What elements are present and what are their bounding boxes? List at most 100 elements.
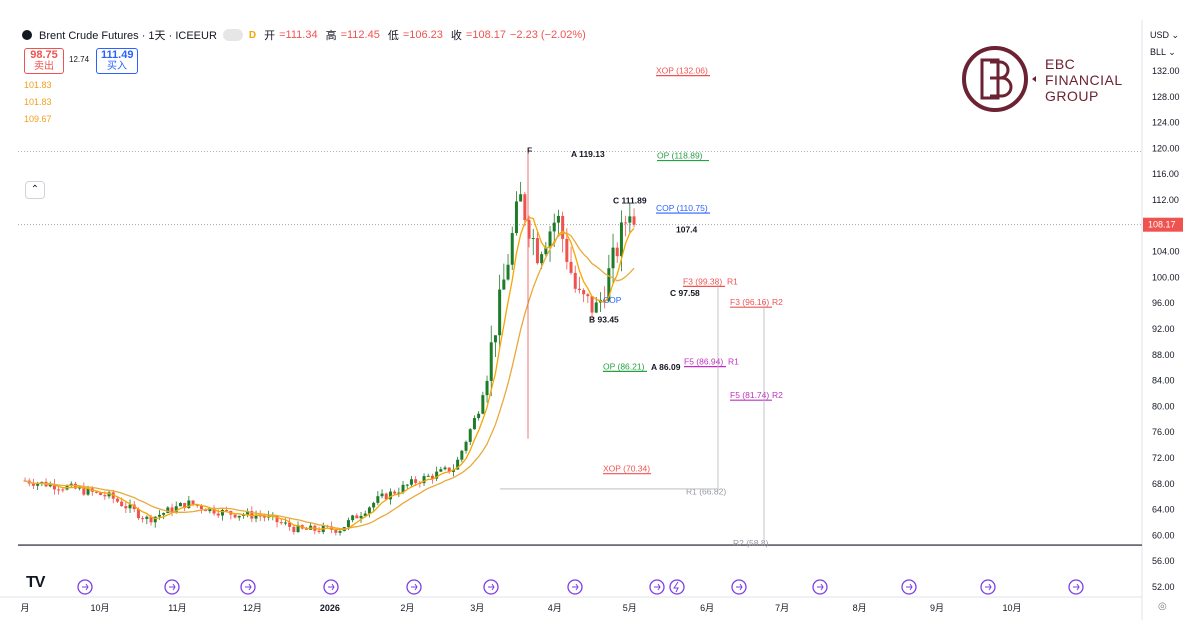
candle-body — [149, 516, 153, 523]
unit-select[interactable]: BLL ⌄ — [1150, 47, 1176, 57]
candle-body — [99, 492, 103, 496]
candle-body — [334, 529, 338, 533]
event-arrow-icon — [82, 583, 89, 591]
annotation-label: R2 — [772, 297, 783, 307]
candle-body — [330, 526, 334, 530]
candle-body — [48, 484, 52, 487]
price-tick-label: 60.00 — [1152, 530, 1175, 540]
annotation-label: COP (110.75) — [656, 203, 708, 213]
candle-body — [86, 488, 90, 495]
candle-body — [380, 493, 384, 497]
candle-body — [145, 516, 149, 519]
annotation-label: R1 — [728, 357, 739, 367]
price-tick-label: 76.00 — [1152, 427, 1175, 437]
candle-body — [254, 515, 258, 519]
candle-body — [115, 498, 119, 502]
candle-body — [590, 296, 594, 313]
symbol-header: Brent Crude Futures · 1天 · ICEEUR D 开 =11… — [22, 26, 586, 44]
candle-body — [422, 476, 426, 484]
candle-body — [451, 469, 455, 472]
time-tick-label: 月 — [21, 603, 30, 613]
currency-select[interactable]: USD ⌄ — [1150, 30, 1180, 40]
candle-body — [388, 491, 392, 500]
candle-body — [460, 450, 464, 460]
candle-body — [615, 247, 619, 257]
annotation-label: F3 (99.38) — [683, 276, 722, 286]
annotation-label: F5 (81.74) — [730, 390, 769, 400]
candle-body — [393, 491, 397, 494]
candle-body — [582, 290, 586, 295]
candle-body — [166, 507, 170, 514]
candle-body — [619, 222, 623, 257]
event-arrow-icon — [985, 583, 992, 591]
candle-body — [153, 516, 157, 523]
price-tick-label: 100.00 — [1152, 272, 1180, 282]
axis-settings-icon[interactable]: ◎ — [1158, 601, 1167, 612]
candle-body — [36, 483, 40, 486]
delay-badge: D — [248, 29, 257, 41]
candle-body — [296, 525, 300, 532]
candle-body — [372, 502, 376, 508]
ma-value-1: 101.83 — [24, 80, 52, 90]
candle-body — [225, 510, 229, 512]
symbol-logo-icon — [22, 30, 32, 40]
time-tick-label: 11月 — [168, 603, 186, 613]
event-arrow-icon — [906, 583, 913, 591]
event-arrow-icon — [1073, 583, 1080, 591]
price-tick-label: 124.00 — [1152, 118, 1180, 128]
time-tick-label: 4月 — [548, 603, 562, 613]
tradingview-logo[interactable]: TV — [26, 574, 45, 591]
candle-body — [94, 491, 98, 493]
event-arrow-icon — [411, 583, 418, 591]
event-arrow-icon — [736, 583, 743, 591]
open-label: 开 — [264, 30, 276, 42]
candle-body — [632, 216, 636, 225]
symbol-title[interactable]: Brent Crude Futures · 1天 · ICEEUR — [39, 30, 217, 42]
candle-body — [367, 507, 371, 514]
candle-body — [241, 514, 245, 516]
candle-body — [624, 222, 628, 224]
price-tick-label: 96.00 — [1152, 298, 1175, 308]
candle-body — [586, 294, 590, 297]
logo-line-3: GROUP — [1045, 88, 1099, 104]
candle-body — [195, 504, 199, 506]
chevron-up-icon[interactable]: ⌃ — [25, 181, 45, 199]
candle-body — [556, 215, 560, 223]
candle-body — [363, 513, 367, 516]
event-arrow-icon — [817, 583, 824, 591]
low-value: =106.23 — [402, 29, 443, 41]
annotation-label: 107.4 — [676, 225, 698, 235]
candle-body — [506, 264, 510, 280]
candle-body — [439, 469, 443, 472]
candle-body — [472, 418, 476, 430]
event-arrow-icon — [488, 583, 495, 591]
candle-body — [481, 395, 485, 414]
candle-body — [498, 289, 502, 336]
ma-value-2: 101.83 — [24, 97, 52, 107]
price-tick-label: 120.00 — [1152, 143, 1180, 153]
candle-body — [82, 487, 86, 495]
annotation-label: A 119.13 — [571, 149, 605, 159]
price-tick-label: 64.00 — [1152, 505, 1175, 515]
time-tick-label: 10月 — [90, 603, 109, 613]
candle-body — [136, 509, 140, 519]
annotation-label: OP (118.89) — [657, 151, 703, 161]
time-tick-label: 10月 — [1002, 603, 1021, 613]
price-tick-label: 84.00 — [1152, 376, 1175, 386]
annotation-label: B 93.45 — [589, 315, 619, 325]
price-tick-label: 132.00 — [1152, 66, 1180, 76]
buy-button[interactable]: 111.49 买入 — [96, 48, 138, 74]
price-tick-label: 52.00 — [1152, 582, 1175, 592]
candle-body — [187, 500, 191, 509]
candle-body — [447, 467, 451, 472]
sell-button[interactable]: 98.75 卖出 — [24, 48, 64, 74]
ma-fast-line — [24, 216, 635, 531]
candle-body — [540, 254, 544, 264]
candle-body — [162, 513, 166, 515]
high-value: =112.45 — [340, 29, 380, 41]
candle-body — [405, 484, 409, 486]
candle-body — [170, 507, 174, 513]
candle-body — [430, 475, 434, 479]
ebc-logo: EBC FINANCIAL GROUP — [960, 44, 1140, 114]
